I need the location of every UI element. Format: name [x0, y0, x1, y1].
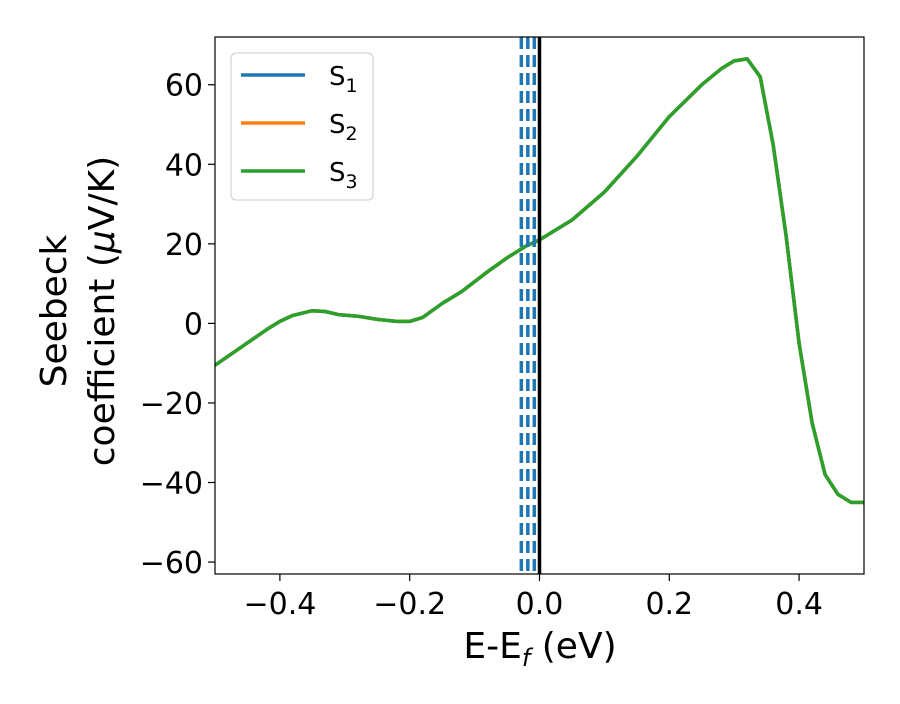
- legend-label-sub: 1: [346, 75, 358, 97]
- legend-label-main: S: [329, 62, 346, 92]
- x-tick-label: 0.2: [645, 587, 693, 622]
- legend-box: [230, 52, 374, 201]
- y-tick-label: 20: [165, 228, 203, 263]
- legend-label-1: S1: [329, 62, 358, 97]
- x-tick-label: 0.0: [516, 587, 564, 622]
- plot-area: [215, 37, 864, 574]
- legend-label-main: S: [329, 110, 346, 140]
- y-tick-label: 60: [165, 69, 203, 104]
- y-tick-label: 40: [165, 148, 203, 183]
- y-axis-label-line2: coefficient (μV/K): [82, 156, 123, 466]
- legend-label-main: S: [329, 158, 346, 188]
- y-tick-label: 0: [184, 307, 203, 342]
- plot-frame: [214, 36, 865, 575]
- y-axis-label-line1: Seebeck: [34, 234, 75, 387]
- legend-label-3: S3: [329, 158, 358, 193]
- y-tick-label: −40: [140, 467, 203, 502]
- y-axis-label-prefix: coefficient (: [82, 253, 123, 466]
- x-axis-label-main: E-E: [463, 626, 521, 667]
- y-tick-label: −20: [140, 387, 203, 422]
- x-axis-label: E-Ef (eV): [463, 626, 616, 672]
- x-tick-label: −0.2: [373, 587, 446, 622]
- legend-label-sub: 3: [346, 171, 358, 193]
- x-axis-label-rest: (eV): [530, 626, 616, 667]
- legend-label-sub: 2: [346, 123, 358, 145]
- y-tick-label: −60: [140, 546, 203, 581]
- axes-ticks: −0.4 −0.2 0.0 0.2 0.4 −60 −40 −20 0 20 40 60: [140, 69, 823, 622]
- x-tick-label: −0.4: [243, 587, 316, 622]
- legend-label-2: S2: [329, 110, 358, 145]
- x-tick-label: 0.4: [775, 587, 823, 622]
- y-axis-label-suffix: V/K): [82, 156, 123, 230]
- y-axis-label-mu: μ: [82, 230, 123, 254]
